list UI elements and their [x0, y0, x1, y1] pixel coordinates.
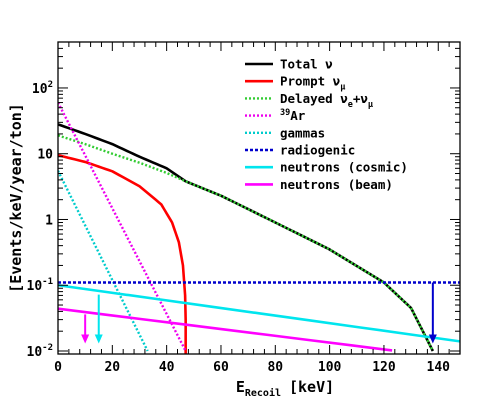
y-tick-label: 10-2: [27, 343, 54, 360]
series-line-4: [58, 170, 149, 352]
legend-entry: Delayed νe+νμ: [245, 91, 373, 110]
series-line-6: [58, 283, 460, 343]
plot-frame: [57, 41, 461, 355]
x-axis-title-unit: [keV]: [289, 378, 334, 396]
x-tick-label: 100: [318, 360, 342, 375]
tick-labels: 0 20 40 60 80 100 120 140 10-2 10-1 1 10 102: [27, 80, 451, 375]
legend-entry: neutrons (beam): [245, 177, 393, 192]
series-line-7: [58, 307, 393, 352]
x-tick-label: 40: [159, 360, 175, 375]
x-tick-label: 0: [54, 360, 62, 375]
series-line-1: [58, 153, 187, 354]
x-axis-title-sub: Recoil: [245, 387, 281, 399]
legend-label: 39Ar: [280, 108, 306, 123]
limit-arrow-2: [81, 314, 90, 344]
legend-label: neutrons (beam): [280, 177, 393, 192]
y-axis-title: [Events/keV/year/ton]: [7, 103, 25, 293]
legend-label: Total ν: [280, 57, 333, 72]
x-axis-title-main: E: [236, 378, 245, 396]
legend-entry: 39Ar: [245, 108, 306, 123]
y-tick-label: 102: [32, 80, 53, 97]
y-tick-label: 10: [37, 148, 53, 163]
legend-entry: Total ν: [245, 57, 333, 72]
series-line-3: [58, 102, 187, 352]
x-tick-label: 120: [372, 360, 396, 375]
arrow-layer: [81, 282, 437, 344]
x-tick-label: 60: [213, 360, 229, 375]
x-tick-label: 140: [427, 360, 451, 375]
legend-label: Prompt νμ: [280, 74, 345, 93]
legend-entry: Prompt νμ: [245, 74, 345, 93]
ticks-layer: [57, 41, 461, 354]
legend-label: neutrons (cosmic): [280, 160, 408, 175]
y-tick-label: 1: [45, 213, 53, 228]
legend-entry: gammas: [245, 125, 325, 140]
series-line-2: [58, 134, 434, 352]
limit-arrow-0: [428, 282, 437, 344]
y-tick-label: 10-1: [27, 277, 54, 294]
x-axis-title: ERecoil [keV]: [236, 378, 334, 399]
legend-entry: radiogenic: [245, 143, 355, 158]
limit-arrow-1: [94, 294, 103, 344]
legend-label: gammas: [280, 125, 325, 140]
legend-label: Delayed νe+νμ: [280, 91, 373, 110]
series-layer: [58, 102, 460, 354]
legend-entry: neutrons (cosmic): [245, 160, 408, 175]
x-tick-label: 80: [267, 360, 283, 375]
x-tick-label: 20: [104, 360, 120, 375]
legend-label: radiogenic: [280, 143, 355, 158]
